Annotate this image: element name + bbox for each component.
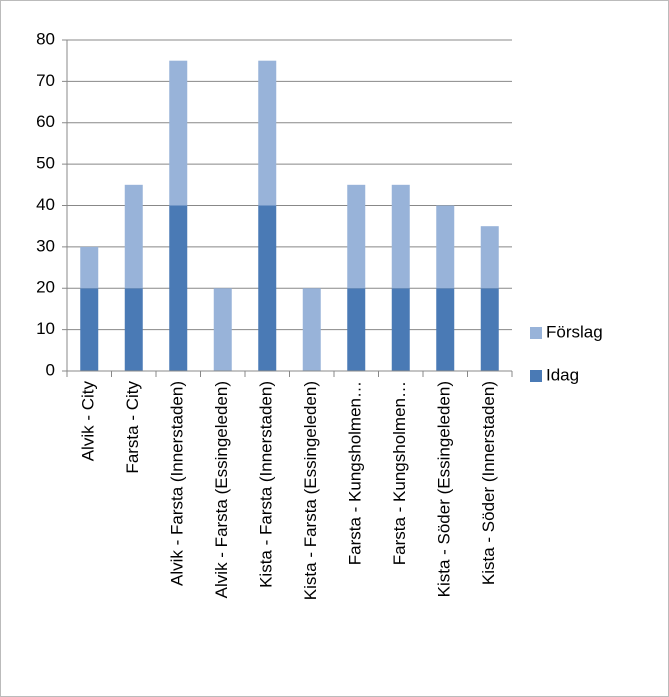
x-tick-label: Alvik - Farsta (Innerstaden) [168, 381, 187, 586]
y-tick-label: 80 [36, 29, 55, 48]
bar-segment [436, 205, 455, 289]
y-tick-label: 40 [36, 195, 55, 214]
bar-segment [169, 60, 188, 206]
y-tick-label: 0 [46, 360, 55, 379]
bar-segment [124, 184, 143, 289]
y-tick-label: 50 [36, 154, 55, 173]
x-tick-label: Kista - Söder (Essingeleden) [435, 381, 454, 597]
legend-label: Förslag [546, 322, 603, 341]
legend-swatch [530, 327, 542, 339]
bar-segment [480, 288, 499, 371]
x-tick-label: Farsta - City [123, 381, 142, 474]
bar-segment [213, 288, 232, 371]
bar-segment [302, 288, 321, 371]
legend-label: Idag [546, 365, 579, 384]
x-tick-label: Kista - Farsta (Essingeleden) [301, 381, 320, 600]
bar-segment [480, 226, 499, 289]
bar-segment [258, 60, 277, 206]
x-tick-label: Kista - Söder (Innerstaden) [479, 381, 498, 585]
bar-segment [258, 205, 277, 371]
x-tick-label: Alvik - Farsta (Essingeleden) [212, 381, 231, 598]
y-tick-label: 30 [36, 236, 55, 255]
x-tick-label: Farsta - Kungsholmen… [346, 381, 365, 565]
y-tick-label: 10 [36, 319, 55, 338]
x-tick-label: Alvik - City [79, 381, 98, 462]
bar-segment [347, 184, 366, 289]
bar-segment [436, 288, 455, 371]
y-tick-label: 70 [36, 71, 55, 90]
x-tick-label: Kista - Farsta (Innerstaden) [257, 381, 276, 588]
y-tick-label: 60 [36, 112, 55, 131]
legend-swatch [530, 370, 542, 382]
bar-segment [391, 288, 410, 371]
y-tick-label: 20 [36, 278, 55, 297]
bar-segment [169, 205, 188, 371]
x-tick-label: Farsta - Kungsholmen… [390, 381, 409, 565]
bar-segment [80, 246, 99, 289]
bar-segment [347, 288, 366, 371]
bar-segment [124, 288, 143, 371]
bar-segment [391, 184, 410, 289]
bar-segment [80, 288, 99, 371]
